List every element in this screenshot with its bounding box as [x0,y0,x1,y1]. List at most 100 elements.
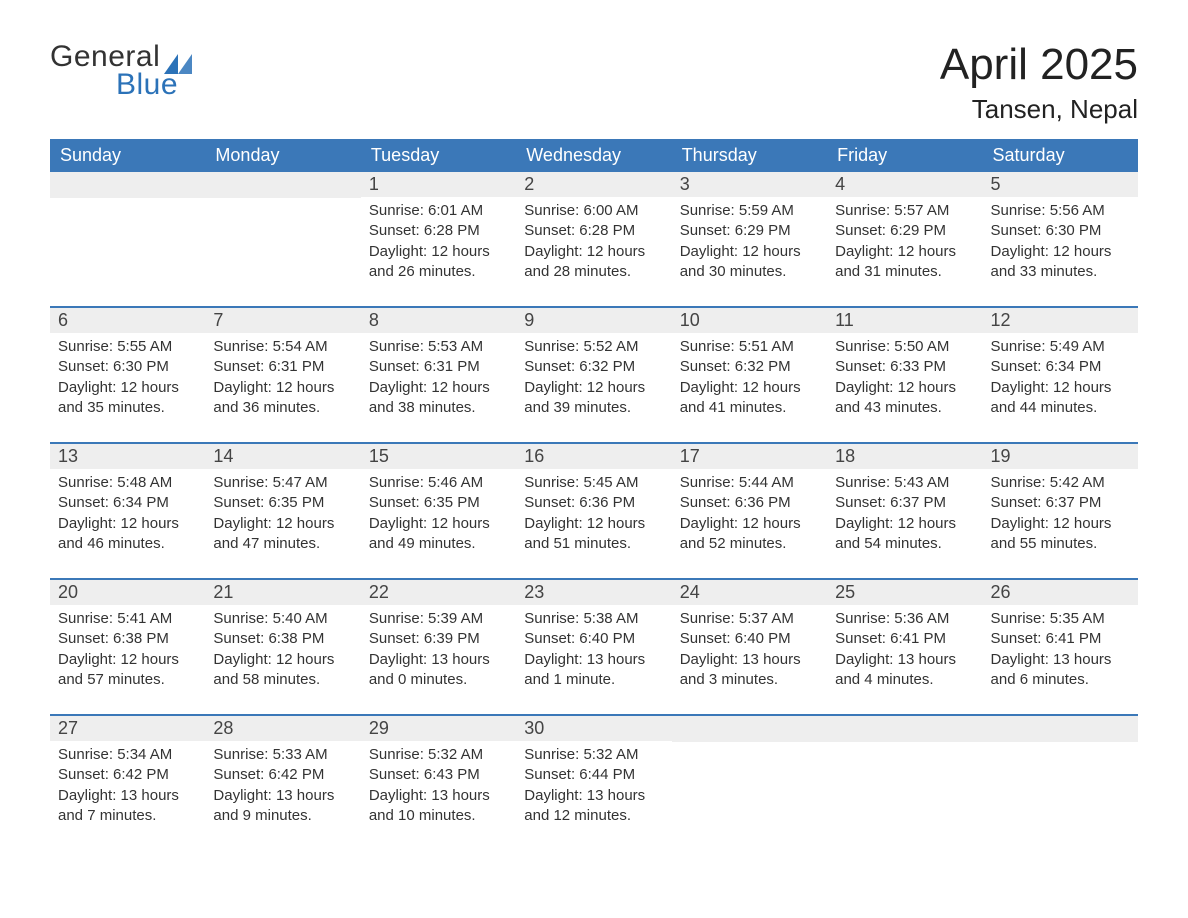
day-number: 29 [361,716,516,741]
day-content: Sunrise: 6:01 AMSunset: 6:28 PMDaylight:… [361,197,516,286]
calendar-day: 5Sunrise: 5:56 AMSunset: 6:30 PMDaylight… [983,172,1138,292]
day-number: 13 [50,444,205,469]
day-number: 1 [361,172,516,197]
sunset-line: Sunset: 6:37 PM [835,493,974,513]
sunrise-line: Sunrise: 5:33 AM [213,745,352,765]
day-number: 18 [827,444,982,469]
calendar-day: 18 Sunrise: 5:43 AMSunset: 6:37 PMDayligh… [827,444,982,564]
daylight-line: Daylight: 12 hours and 51 minutes. [524,514,663,555]
page-subtitle: Tansen, Nepal [940,94,1138,125]
daylight-line: Daylight: 12 hours and 57 minutes. [58,650,197,691]
calendar-week: 6Sunrise: 5:55 AMSunset: 6:30 PMDaylight… [50,306,1138,428]
day-number: 21 [205,580,360,605]
sunrise-line: Sunrise: 5:44 AM [680,473,819,493]
daylight-line: Daylight: 12 hours and 44 minutes. [991,378,1130,419]
sunset-line: Sunset: 6:44 PM [524,765,663,785]
sunrise-line: Sunrise: 5:40 AM [213,609,352,629]
calendar-day: 10Sunrise: 5:51 AMSunset: 6:32 PMDayligh… [672,308,827,428]
calendar-day: 20Sunrise: 5:41 AMSunset: 6:38 PMDayligh… [50,580,205,700]
daylight-line: Daylight: 13 hours and 9 minutes. [213,786,352,827]
day-content: Sunrise: 5:52 AMSunset: 6:32 PMDaylight:… [516,333,671,422]
sunrise-line: Sunrise: 5:38 AM [524,609,663,629]
sunset-line: Sunset: 6:39 PM [369,629,508,649]
day-number: 8 [361,308,516,333]
sunset-line: Sunset: 6:38 PM [58,629,197,649]
sunrise-line: Sunrise: 5:52 AM [524,337,663,357]
sunset-line: Sunset: 6:38 PM [213,629,352,649]
calendar-day: 7Sunrise: 5:54 AMSunset: 6:31 PMDaylight… [205,308,360,428]
calendar-day: 23Sunrise: 5:38 AMSunset: 6:40 PMDayligh… [516,580,671,700]
sunset-line: Sunset: 6:28 PM [369,221,508,241]
daylight-line: Daylight: 12 hours and 47 minutes. [213,514,352,555]
sunset-line: Sunset: 6:34 PM [991,357,1130,377]
sunset-line: Sunset: 6:31 PM [369,357,508,377]
day-content: Sunrise: 5:49 AMSunset: 6:34 PMDaylight:… [983,333,1138,422]
calendar-week: 20Sunrise: 5:41 AMSunset: 6:38 PMDayligh… [50,578,1138,700]
sunset-line: Sunset: 6:28 PM [524,221,663,241]
daylight-line: Daylight: 12 hours and 54 minutes. [835,514,974,555]
daylight-line: Daylight: 13 hours and 1 minute. [524,650,663,691]
daylight-line: Daylight: 12 hours and 58 minutes. [213,650,352,691]
day-content: Sunrise: 5:32 AMSunset: 6:44 PMDaylight:… [516,741,671,830]
day-content: Sunrise: 5:36 AMSunset: 6:41 PMDaylight:… [827,605,982,694]
daylight-line: Daylight: 12 hours and 43 minutes. [835,378,974,419]
daylight-line: Daylight: 12 hours and 28 minutes. [524,242,663,283]
day-content: Sunrise: 5:39 AMSunset: 6:39 PMDaylight:… [361,605,516,694]
day-number: 15 [361,444,516,469]
day-number: 7 [205,308,360,333]
header-region: General Blue April 2025 Tansen, Nepal [50,40,1138,125]
calendar-day: 9Sunrise: 5:52 AMSunset: 6:32 PMDaylight… [516,308,671,428]
day-content: Sunrise: 5:55 AMSunset: 6:30 PMDaylight:… [50,333,205,422]
calendar-header-cell: Wednesday [516,139,671,172]
sunset-line: Sunset: 6:40 PM [680,629,819,649]
sunrise-line: Sunrise: 5:35 AM [991,609,1130,629]
day-number: 20 [50,580,205,605]
day-content: Sunrise: 5:35 AMSunset: 6:41 PMDaylight:… [983,605,1138,694]
calendar-header-cell: Saturday [983,139,1138,172]
daylight-line: Daylight: 12 hours and 49 minutes. [369,514,508,555]
calendar-day [983,716,1138,836]
sunset-line: Sunset: 6:42 PM [213,765,352,785]
day-content: Sunrise: 5:46 AMSunset: 6:35 PMDaylight:… [361,469,516,558]
day-number: 3 [672,172,827,197]
sunset-line: Sunset: 6:32 PM [524,357,663,377]
logo-triangle-icon [164,54,192,74]
day-number: 23 [516,580,671,605]
day-content: Sunrise: 5:33 AMSunset: 6:42 PMDaylight:… [205,741,360,830]
daylight-line: Daylight: 13 hours and 6 minutes. [991,650,1130,691]
calendar-day: 3Sunrise: 5:59 AMSunset: 6:29 PMDaylight… [672,172,827,292]
sunrise-line: Sunrise: 5:45 AM [524,473,663,493]
day-number: 5 [983,172,1138,197]
calendar-day: 28Sunrise: 5:33 AMSunset: 6:42 PMDayligh… [205,716,360,836]
daylight-line: Daylight: 12 hours and 52 minutes. [680,514,819,555]
sunset-line: Sunset: 6:43 PM [369,765,508,785]
sunrise-line: Sunrise: 5:42 AM [991,473,1130,493]
sunrise-line: Sunrise: 5:57 AM [835,201,974,221]
sunset-line: Sunset: 6:36 PM [524,493,663,513]
sunrise-line: Sunrise: 5:53 AM [369,337,508,357]
sunset-line: Sunset: 6:35 PM [213,493,352,513]
sunrise-line: Sunrise: 5:36 AM [835,609,974,629]
sunset-line: Sunset: 6:35 PM [369,493,508,513]
calendar-day: 6Sunrise: 5:55 AMSunset: 6:30 PMDaylight… [50,308,205,428]
sunrise-line: Sunrise: 5:43 AM [835,473,974,493]
day-content: Sunrise: 5:59 AMSunset: 6:29 PMDaylight:… [672,197,827,286]
day-content: Sunrise: 5:44 AMSunset: 6:36 PMDaylight:… [672,469,827,558]
day-content: Sunrise: 5:45 AMSunset: 6:36 PMDaylight:… [516,469,671,558]
calendar-day: 24Sunrise: 5:37 AMSunset: 6:40 PMDayligh… [672,580,827,700]
daylight-line: Daylight: 12 hours and 36 minutes. [213,378,352,419]
day-content: Sunrise: 6:00 AMSunset: 6:28 PMDaylight:… [516,197,671,286]
day-number: 6 [50,308,205,333]
calendar-header-cell: Monday [205,139,360,172]
logo: General Blue [50,40,192,102]
calendar-day: 25Sunrise: 5:36 AMSunset: 6:41 PMDayligh… [827,580,982,700]
day-number [205,172,360,198]
day-number: 11 [827,308,982,333]
sunset-line: Sunset: 6:42 PM [58,765,197,785]
day-content: Sunrise: 5:32 AMSunset: 6:43 PMDaylight:… [361,741,516,830]
calendar-day: 27Sunrise: 5:34 AMSunset: 6:42 PMDayligh… [50,716,205,836]
sunrise-line: Sunrise: 5:51 AM [680,337,819,357]
calendar-day [672,716,827,836]
day-number: 16 [516,444,671,469]
calendar-day [205,172,360,292]
